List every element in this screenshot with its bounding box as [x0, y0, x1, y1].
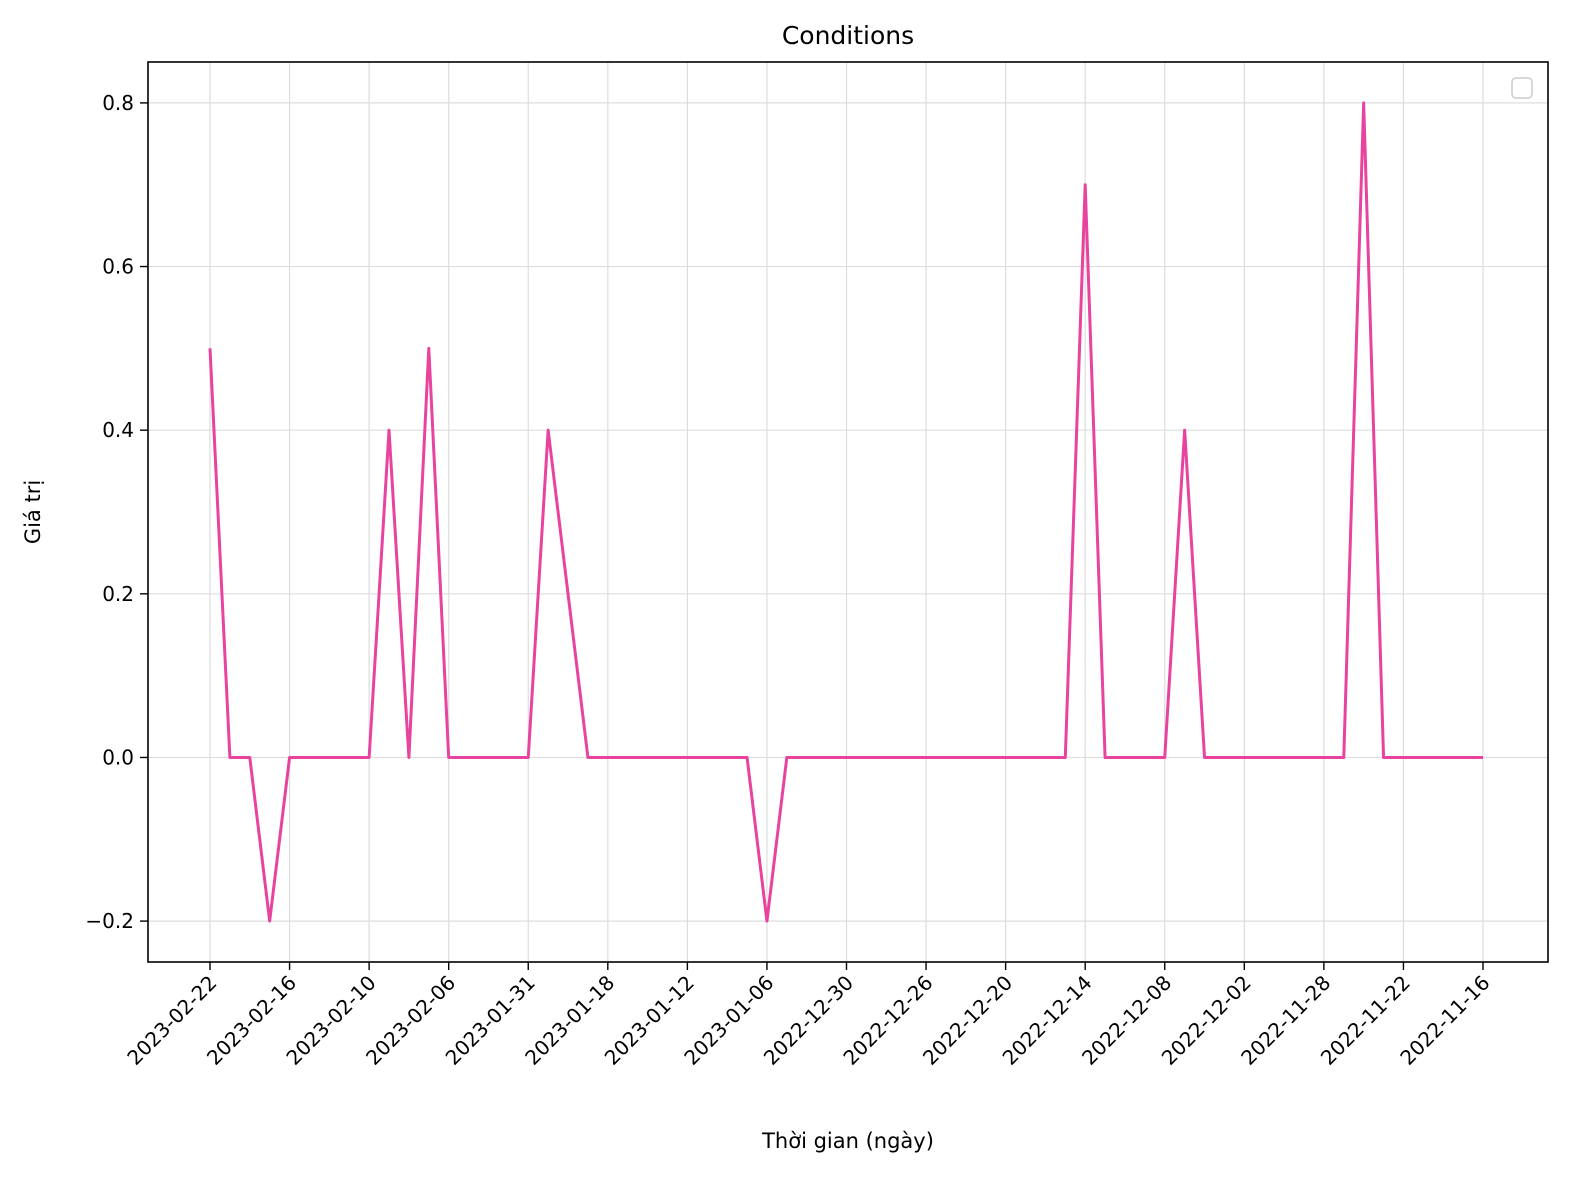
chart-title: Conditions: [782, 21, 914, 50]
x-axis-label: Thời gian (ngày): [761, 1129, 934, 1153]
series-line: [208, 101, 1483, 923]
y-tick-label: 0.8: [102, 91, 134, 115]
legend-box: [1511, 77, 1533, 99]
y-axis-label: Giá trị: [21, 480, 45, 544]
plot-frame: [147, 61, 1549, 963]
y-tick-label: 0.4: [102, 418, 134, 442]
series-layer: [208, 101, 1483, 923]
y-tick-label: 0.6: [102, 255, 134, 279]
y-tick-label: 0.0: [102, 745, 134, 769]
y-tick-label: 0.2: [102, 582, 134, 606]
y-tick-label: −0.2: [85, 909, 134, 933]
